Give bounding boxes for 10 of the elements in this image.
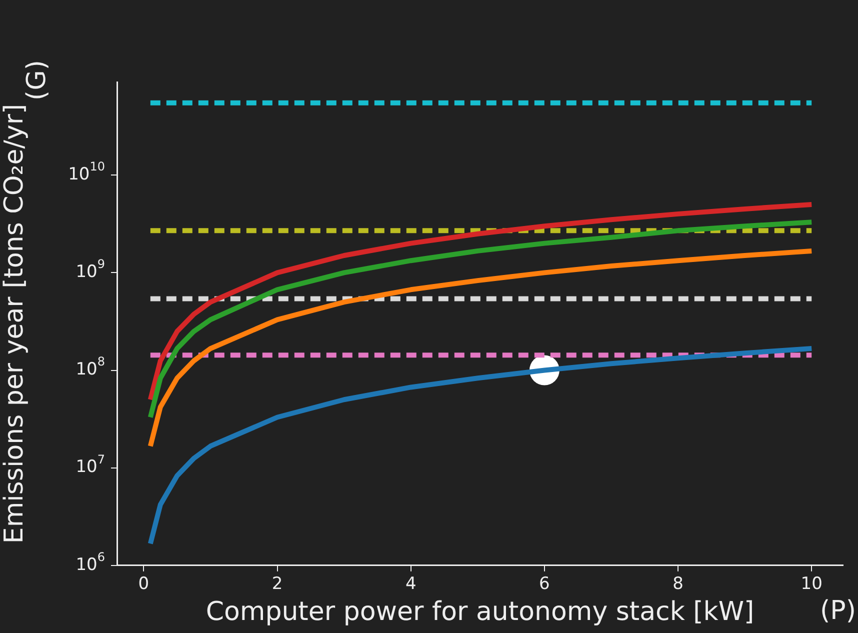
text: (P) xyxy=(820,596,856,626)
x-tick-label: 10 xyxy=(800,574,822,594)
text: (G) xyxy=(22,60,52,100)
x-tick-label: 8 xyxy=(672,574,684,594)
x-tick-label: 2 xyxy=(272,574,283,594)
x-tick-label: 0 xyxy=(138,574,150,594)
x-tick-label: 4 xyxy=(405,574,416,594)
y-axis-title: Emissions per year [tons CO₂e/yr] xyxy=(0,104,30,544)
x-axis-title: Computer power for autonomy stack [kW] xyxy=(206,597,754,628)
x-tick-label: 6 xyxy=(539,574,550,594)
